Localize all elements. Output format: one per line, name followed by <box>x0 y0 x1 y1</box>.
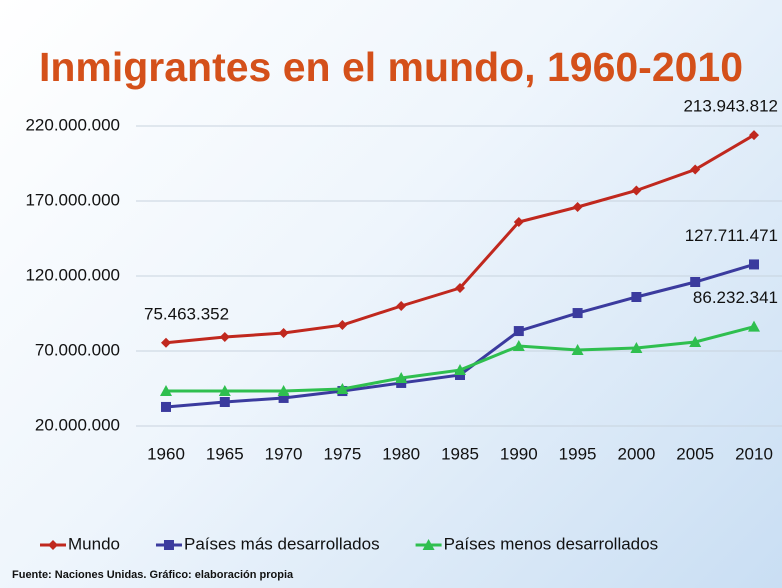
point <box>749 259 759 270</box>
x-tick-label: 1965 <box>206 444 244 463</box>
point <box>690 277 701 287</box>
point <box>631 292 642 302</box>
x-tick-label: 1970 <box>265 444 303 463</box>
point <box>690 164 701 175</box>
point <box>455 283 465 293</box>
y-tick-label: 170.000.000 <box>25 190 120 209</box>
data-label: 86.232.341 <box>693 288 778 307</box>
legend-label: Países más desarrollados <box>184 534 380 553</box>
point <box>571 343 584 355</box>
point <box>277 385 290 397</box>
point <box>161 401 171 412</box>
x-tick-label: 1975 <box>323 444 361 463</box>
legend-marker <box>48 540 58 550</box>
y-tick-label: 20.000.000 <box>35 415 120 434</box>
point <box>337 320 348 331</box>
point <box>512 340 525 352</box>
source: Fuente: Naciones Unidas. Gráfico: elabor… <box>12 569 294 581</box>
point <box>219 397 230 407</box>
point <box>454 364 466 376</box>
x-tick-label: 2005 <box>676 444 714 463</box>
point <box>749 130 759 141</box>
legend-marker <box>422 539 435 550</box>
legend-label: Países menos desarrollados <box>444 534 659 553</box>
x-tick-label: 2000 <box>617 444 655 463</box>
point <box>218 385 231 397</box>
x-tick-label: 2010 <box>735 444 773 463</box>
point <box>278 328 289 338</box>
point <box>572 308 583 319</box>
x-tick-label: 1960 <box>147 444 185 463</box>
point <box>748 320 760 332</box>
point <box>278 392 289 403</box>
point <box>631 185 642 196</box>
series-line <box>165 133 755 345</box>
y-tick-label: 70.000.000 <box>35 340 120 359</box>
point <box>396 301 407 311</box>
legend-label: Mundo <box>68 534 120 553</box>
point <box>689 336 702 347</box>
point <box>395 372 408 383</box>
x-tick-label: 1990 <box>500 444 538 463</box>
y-tick-label: 120.000.000 <box>25 265 120 284</box>
x-tick-label: 1985 <box>441 444 479 463</box>
point <box>513 217 524 227</box>
y-tick-label: 220.000.000 <box>25 115 120 134</box>
data-label: 127.711.471 <box>685 226 778 245</box>
point <box>336 382 349 394</box>
point <box>219 332 230 343</box>
legend-marker <box>163 540 174 550</box>
point <box>630 342 643 353</box>
data-label: 213.943.812 <box>683 97 778 116</box>
x-tick-label: 1995 <box>559 444 597 463</box>
point <box>160 385 172 397</box>
chart-title: Inmigrantes en el mundo, 1960-2010 <box>39 44 743 90</box>
data-label: 75.463.352 <box>144 304 229 323</box>
x-tick-label: 1980 <box>382 444 420 463</box>
point <box>513 326 524 337</box>
point <box>161 337 171 348</box>
point <box>572 202 583 212</box>
